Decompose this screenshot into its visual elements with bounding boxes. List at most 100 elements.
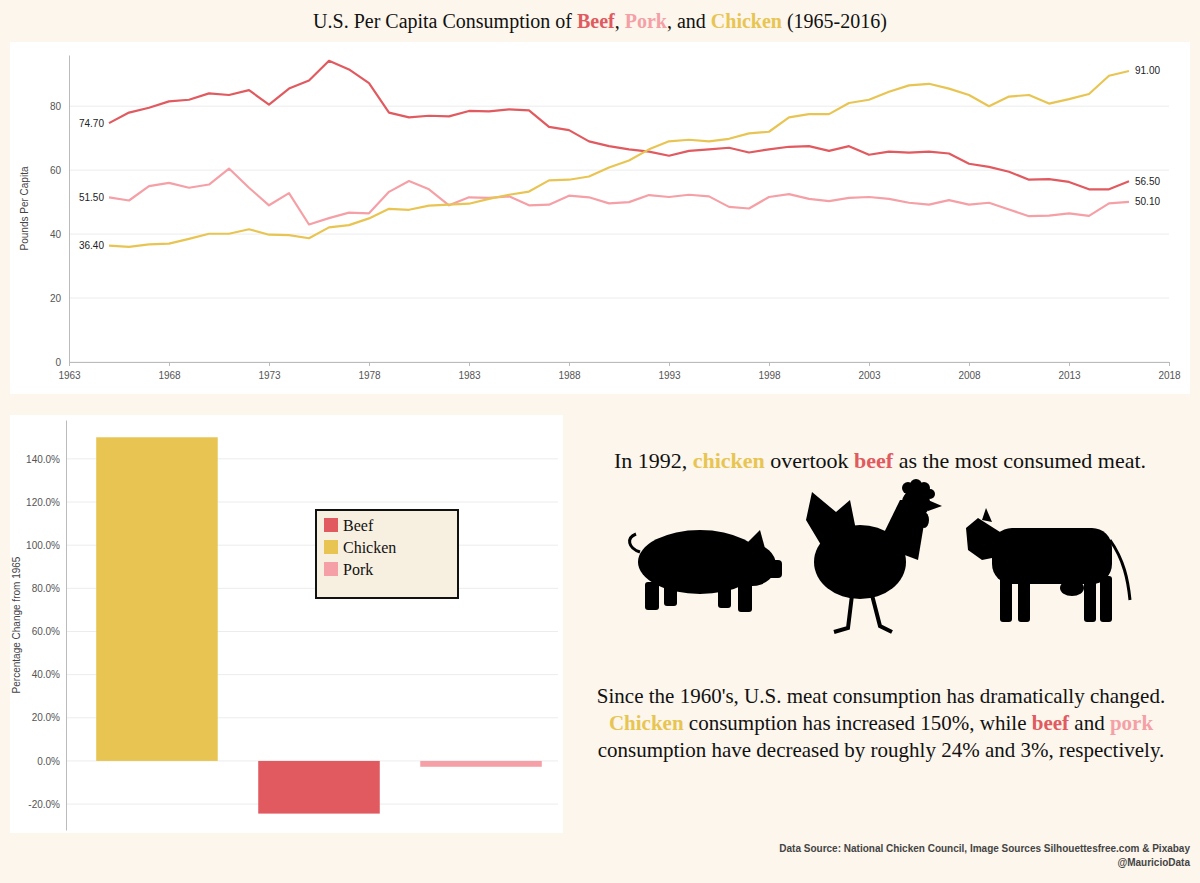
- x-axis-tick: 1963: [58, 362, 81, 381]
- pig-leg: [645, 582, 659, 610]
- x-axis-tick-label: 2008: [958, 370, 981, 381]
- x-axis-tick-label: 1968: [158, 370, 181, 381]
- cow-body: [992, 528, 1112, 584]
- headline-part: In 1992,: [614, 448, 693, 473]
- cow-udder: [1060, 580, 1084, 596]
- y-axis-tick: 140.0%: [26, 454, 66, 465]
- x-axis-line: [70, 363, 1170, 367]
- data-label: 36.40: [79, 240, 104, 251]
- pig-ear: [742, 530, 766, 552]
- legend-box: [316, 510, 458, 598]
- cow-icon: [966, 508, 1130, 622]
- credit: @MauricioData: [1117, 857, 1190, 868]
- grid-line: [69, 298, 1169, 299]
- x-axis-tick-label: 1973: [258, 370, 281, 381]
- x-axis-tick: 2008: [958, 362, 981, 381]
- x-axis-tick-mark: [769, 362, 770, 366]
- cow-leg: [1000, 576, 1012, 622]
- panel-background: [10, 42, 1190, 394]
- y-axis-tick-label: 60.0%: [32, 626, 60, 637]
- bar: [96, 437, 218, 761]
- series-line: [109, 71, 1129, 247]
- y-axis-line: [66, 421, 67, 831]
- y-axis-tick-label: -20.0%: [28, 799, 60, 810]
- chicken-beak: [928, 500, 942, 511]
- data-label: 91.00: [1135, 65, 1160, 76]
- y-axis-tick-label: 140.0%: [26, 454, 60, 465]
- x-axis-tick: 1978: [358, 362, 381, 381]
- x-axis-tick-mark: [269, 362, 270, 366]
- headline-part: beef: [854, 448, 893, 473]
- x-axis: 1963 1968 1973 1978 1983 1988 1993 1998 2003 2008…: [58, 362, 1181, 381]
- source: Data Source: National Chicken Council, I…: [779, 843, 1190, 854]
- bar: [258, 761, 380, 814]
- y-axis-tick: 60: [50, 165, 69, 176]
- bar-marks: [96, 437, 542, 813]
- title-part: Chicken: [711, 10, 782, 32]
- data-label: 50.10: [1135, 196, 1160, 207]
- y-axis-tick-label: 0.0%: [37, 756, 60, 767]
- x-axis-tick-label: 1978: [358, 370, 381, 381]
- x-axis-tick-mark: [1069, 362, 1070, 366]
- x-axis-tick: 1998: [758, 362, 781, 381]
- x-axis-tick-mark: [869, 362, 870, 366]
- x-axis-tick-mark: [169, 362, 170, 366]
- y-axis-tick-label: 120.0%: [26, 497, 60, 508]
- y-axis-tick-label: 40.0%: [32, 669, 60, 680]
- x-axis-tick: 1973: [258, 362, 281, 381]
- x-axis-tick: 2018: [1158, 362, 1181, 381]
- headline-part: overtook: [765, 448, 854, 473]
- chicken-comb: [925, 489, 935, 499]
- body-text-part: consumption have decreased by roughly 24…: [598, 738, 1165, 762]
- legend-swatch: [324, 540, 338, 554]
- series-line: [109, 169, 1129, 225]
- x-axis-tick-label: 1983: [458, 370, 481, 381]
- cow-leg: [1100, 576, 1112, 622]
- y-axis-tick: 0: [55, 357, 69, 368]
- y-axis-tick-label: 20: [50, 293, 62, 304]
- x-axis-tick-mark: [569, 362, 570, 366]
- headline-part: chicken: [693, 448, 765, 473]
- chicken-leg: [834, 595, 852, 632]
- title: U.S. Per Capita Consumption of Beef, Por…: [313, 10, 887, 33]
- headline: In 1992, chicken overtook beef as the mo…: [568, 447, 1192, 475]
- x-axis-tick: 1993: [658, 362, 681, 381]
- x-axis-tick: 1988: [558, 362, 581, 381]
- y-axis-tick: 40.0%: [32, 669, 66, 680]
- body-text-part: pork: [1110, 711, 1153, 735]
- title-part: Pork: [625, 10, 668, 32]
- x-axis-tick-label: 2013: [1058, 370, 1081, 381]
- y-axis-tick: 120.0%: [26, 497, 66, 508]
- cow-horn: [982, 508, 992, 522]
- grid: [69, 106, 1169, 362]
- chicken-wattle: [919, 512, 929, 528]
- page: U.S. Per Capita Consumption of Beef, Por…: [0, 0, 1200, 883]
- x-axis-tick-label: 2003: [858, 370, 881, 381]
- x-axis-tick: 1968: [158, 362, 181, 381]
- pig-leg: [718, 582, 731, 608]
- cow-leg: [1084, 576, 1096, 622]
- y-axis-tick-label: 20.0%: [32, 712, 60, 723]
- title-part: ,: [615, 10, 625, 32]
- legend: BeefChickenPork: [316, 510, 458, 598]
- body-text-part: consumption has increased 150%, while: [684, 711, 1032, 735]
- data-label: 56.50: [1135, 176, 1160, 187]
- y-axis-tick-label: 0: [55, 357, 61, 368]
- x-axis-tick-label: 1998: [758, 370, 781, 381]
- y-axis-tick: 0.0%: [37, 756, 66, 767]
- x-axis-tick-label: 1963: [58, 370, 81, 381]
- x-axis-tick-mark: [669, 362, 670, 366]
- pig-snout: [766, 560, 782, 578]
- body-text-part: Chicken: [609, 711, 684, 735]
- y-axis-tick: 20.0%: [32, 712, 66, 723]
- silhouettes: [630, 479, 1130, 632]
- line-marks: [109, 61, 1129, 247]
- pig-icon: [630, 530, 782, 612]
- legend-swatch: [324, 518, 338, 532]
- chicken-leg: [872, 595, 892, 632]
- x-axis-tick: 2003: [858, 362, 881, 381]
- data-label: 74.70: [79, 118, 104, 129]
- legend-swatch: [324, 562, 338, 576]
- y-axis: -20.0%0.0%20.0%40.0%60.0%80.0%100.0%120.…: [26, 421, 66, 831]
- y-axis-tick-label: 60: [50, 165, 62, 176]
